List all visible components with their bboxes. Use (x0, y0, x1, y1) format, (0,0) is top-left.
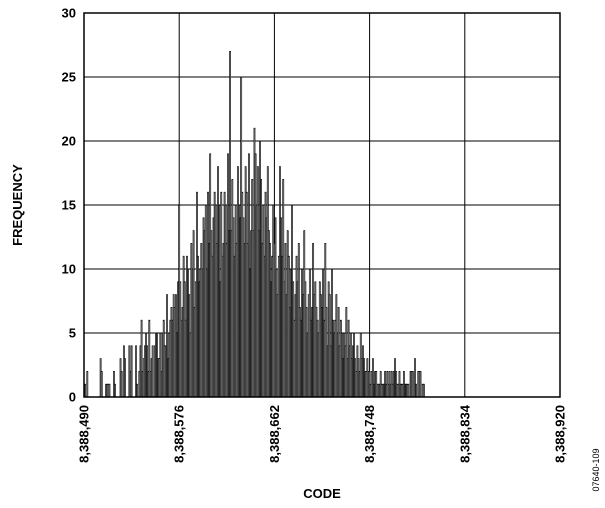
y-tick-label: 15 (62, 198, 76, 213)
y-tick-label: 30 (62, 6, 76, 21)
histogram-bar (411, 371, 414, 398)
x-tick-label: 8,388,920 (553, 405, 568, 463)
x-tick-label: 8,388,748 (362, 405, 377, 463)
histogram-bar (120, 371, 123, 398)
figure-id: 07640-109 (591, 448, 601, 491)
y-tick-labels: 0 5 10 15 20 25 30 (62, 6, 76, 405)
histogram-bar (86, 371, 89, 398)
x-tick-label: 8,388,490 (77, 405, 92, 463)
histogram-bar (151, 345, 154, 398)
y-tick-label: 25 (62, 70, 76, 85)
histogram-bar (114, 383, 116, 398)
y-tick-label: 10 (62, 262, 76, 277)
histogram-bar (419, 371, 422, 398)
histogram-bar (407, 383, 410, 398)
y-tick-label: 5 (69, 326, 76, 341)
plot-frame (83, 12, 561, 398)
y-axis-title: FREQUENCY (10, 164, 25, 246)
histogram-bar (130, 345, 133, 398)
x-axis-title: CODE (303, 486, 341, 501)
x-tick-label: 8,388,834 (457, 404, 472, 463)
histogram-bar (415, 383, 417, 398)
histogram-bar (136, 383, 139, 398)
y-tick-label: 0 (69, 390, 76, 405)
histogram-bar (124, 358, 126, 398)
histogram-bar (108, 383, 111, 398)
x-tick-labels: 8,388,490 8,388,576 8,388,662 8,388,748 8,38… (77, 404, 568, 463)
x-tick-label: 8,388,662 (267, 405, 282, 463)
histogram-bar (422, 383, 425, 398)
x-tick-label: 8,388,576 (172, 405, 187, 463)
y-tick-label: 20 (62, 134, 76, 149)
bars-group (84, 51, 425, 398)
histogram-bar (100, 371, 103, 398)
